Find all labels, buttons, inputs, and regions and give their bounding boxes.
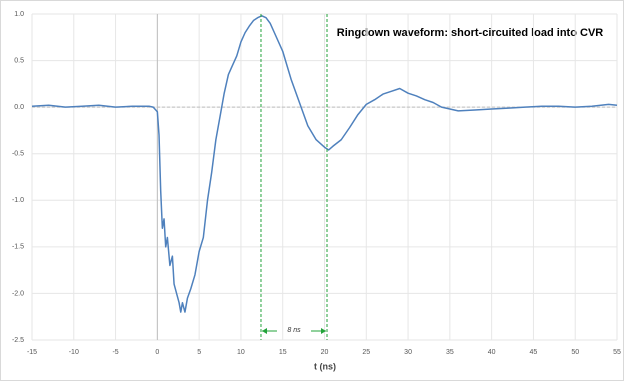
x-tick-label: 0 [155, 349, 159, 356]
x-tick-label: 20 [321, 349, 329, 356]
x-tick-label: 45 [530, 349, 538, 356]
x-tick-label: 35 [446, 349, 454, 356]
y-tick-label: -0.5 [12, 151, 24, 158]
x-tick-label: 50 [571, 349, 579, 356]
x-tick-label: 15 [279, 349, 287, 356]
x-tick-label: 5 [197, 349, 201, 356]
data-line [31, 15, 618, 313]
x-tick-label: 30 [404, 349, 412, 356]
x-tick-label: 25 [362, 349, 370, 356]
span-arrowhead [261, 328, 267, 334]
annotation: 8 ns [287, 327, 301, 334]
span-arrowhead [321, 328, 327, 334]
y-tick-label: -1.0 [12, 197, 24, 204]
x-tick-label: -5 [112, 349, 118, 356]
x-tick-label: 40 [488, 349, 496, 356]
y-tick-label: -1.5 [12, 244, 24, 251]
chart-title: Ringdown waveform: short-circuited load … [337, 27, 604, 39]
x-tick-label: -10 [69, 349, 79, 356]
x-tick-label: 10 [237, 349, 245, 356]
x-tick-label: -15 [27, 349, 37, 356]
x-tick-label: 55 [613, 349, 621, 356]
y-tick-label: 0.0 [14, 104, 24, 111]
x-axis-label: t (ns) [314, 361, 336, 371]
y-tick-label: -2.0 [12, 290, 24, 297]
y-tick-label: -2.5 [12, 337, 24, 344]
y-tick-label: 0.5 [14, 57, 24, 64]
y-tick-label: 1.0 [14, 11, 24, 18]
